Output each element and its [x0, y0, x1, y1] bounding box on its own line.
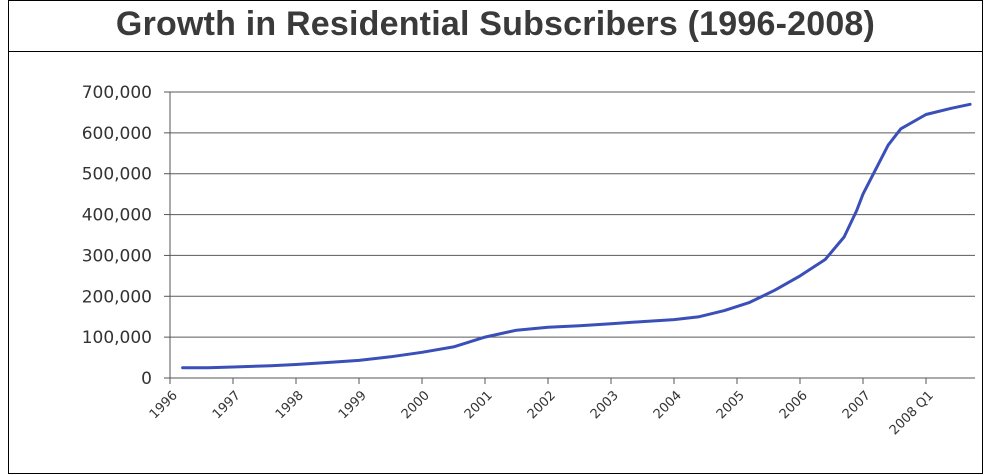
y-tick-label: 700,000	[82, 83, 152, 103]
x-tick-label: 2002	[525, 388, 559, 422]
chart-title: Growth in Residential Subscribers (1996-…	[115, 5, 876, 43]
x-tick-label: 2008 Q1	[887, 388, 937, 438]
series-line	[181, 102, 972, 370]
x-tick-label: 1996	[147, 388, 181, 422]
y-tick-label: 600,000	[82, 124, 152, 144]
x-tick-label: 2007	[840, 388, 874, 422]
x-tick-label: 1997	[210, 388, 244, 422]
x-tick-label: 1999	[336, 388, 370, 422]
title-band: Growth in Residential Subscribers (1996-…	[9, 1, 982, 52]
y-tick-label: 500,000	[82, 165, 152, 185]
x-tick-label: 2000	[399, 388, 433, 422]
y-tick-label: 100,000	[82, 328, 152, 348]
y-tick-label: 400,000	[82, 206, 152, 226]
y-tick-label: 0	[141, 369, 152, 389]
x-tick-label: 2003	[588, 388, 622, 422]
x-tick-label: 2005	[714, 388, 748, 422]
x-tick-label: 2001	[462, 388, 496, 422]
x-tick-label: 2004	[651, 388, 685, 422]
y-tick-label: 300,000	[82, 246, 152, 266]
x-tick-label: 1998	[273, 388, 307, 422]
y-tick-label: 200,000	[82, 287, 152, 307]
x-tick-label: 2006	[777, 388, 811, 422]
